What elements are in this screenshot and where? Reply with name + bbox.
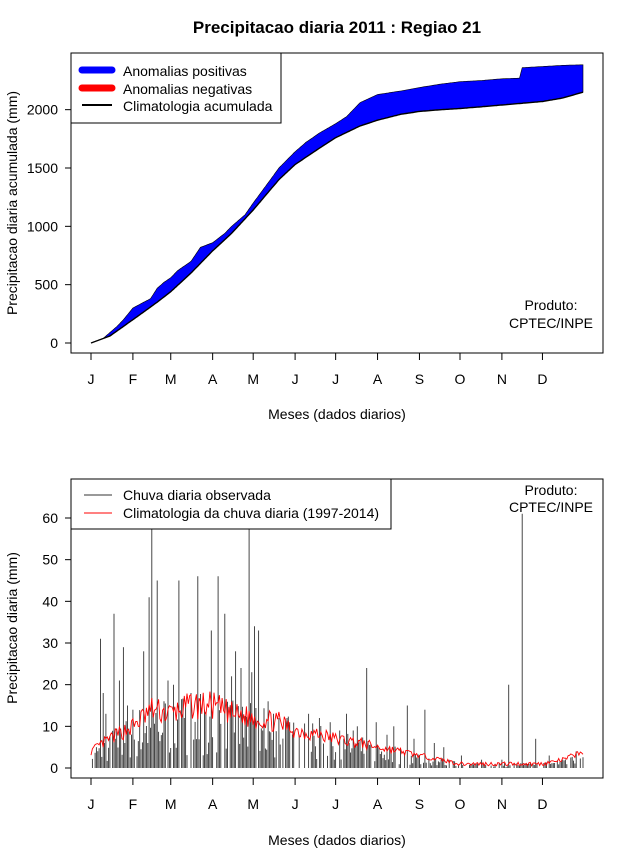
product-source: CPTEC/INPE xyxy=(509,499,593,515)
x-tick-label: J xyxy=(88,796,95,812)
x-tick-label: M xyxy=(247,371,259,387)
y-tick-label: 10 xyxy=(42,718,58,734)
y-tick-label: 500 xyxy=(35,277,59,293)
x-tick-label: D xyxy=(537,371,547,387)
cumulative-panel: 0 500 1000 1500 2000 J F M A M J J A S O N D Meses (dados… xyxy=(4,52,604,422)
y-tick-label: 30 xyxy=(42,635,58,651)
daily-panel: 0 10 20 30 40 50 60 J F M A M J J A S O N D Meses (dados di… xyxy=(4,478,604,848)
x-tick-label: F xyxy=(129,371,138,387)
x-tick-label: F xyxy=(129,796,138,812)
legend-box xyxy=(70,478,392,530)
x-tick-label: J xyxy=(332,371,339,387)
x-tick-label: M xyxy=(165,796,177,812)
x-tick-label: O xyxy=(455,796,466,812)
x-tick-label: S xyxy=(415,796,424,812)
product-label: Produto: xyxy=(525,297,578,313)
x-tick-label: J xyxy=(292,371,299,387)
x-tick-label: J xyxy=(332,796,339,812)
x-tick-label: J xyxy=(88,371,95,387)
climatology-line xyxy=(90,91,584,344)
y-axis-label: Precipitacao diaria (mm) xyxy=(4,552,20,704)
x-tick-label: N xyxy=(497,371,507,387)
y-tick-label: 50 xyxy=(42,552,58,568)
y-tick-label: 0 xyxy=(50,760,58,776)
x-axis-label: Meses (dados diarios) xyxy=(268,406,406,422)
legend-label: Climatologia acumulada xyxy=(123,98,273,114)
y-tick-label: 60 xyxy=(42,510,58,526)
y-tick-label: 2000 xyxy=(27,102,58,118)
y-tick-label: 1500 xyxy=(27,160,58,176)
y-tick-label: 1000 xyxy=(27,218,58,234)
x-tick-label: J xyxy=(292,796,299,812)
x-tick-label: A xyxy=(373,796,383,812)
product-source: CPTEC/INPE xyxy=(509,315,593,331)
legend-label: Climatologia da chuva diaria (1997-2014) xyxy=(123,505,379,521)
legend-label: Anomalias positivas xyxy=(123,63,247,79)
x-tick-label: S xyxy=(415,371,424,387)
y-tick-label: 40 xyxy=(42,593,58,609)
y-tick-label: 0 xyxy=(50,335,58,351)
x-tick-label: A xyxy=(208,796,218,812)
legend-label: Chuva diaria observada xyxy=(123,487,271,503)
x-tick-label: A xyxy=(373,371,383,387)
x-axis-label: Meses (dados diarios) xyxy=(268,832,406,848)
plot-frame xyxy=(70,52,604,354)
x-tick-label: N xyxy=(497,796,507,812)
x-tick-label: O xyxy=(455,371,466,387)
x-tick-label: M xyxy=(247,796,259,812)
x-tick-label: A xyxy=(208,371,218,387)
y-tick-label: 20 xyxy=(42,677,58,693)
x-tick-label: D xyxy=(537,796,547,812)
legend-label: Anomalias negativas xyxy=(123,81,252,97)
x-tick-label: M xyxy=(165,371,177,387)
chart-title: Precipitacao diaria 2011 : Regiao 21 xyxy=(193,18,481,37)
product-label: Produto: xyxy=(525,482,578,498)
y-axis-label: Precipitacao diaria acumulada (mm) xyxy=(4,91,20,315)
daily-climatology-line xyxy=(90,691,584,767)
